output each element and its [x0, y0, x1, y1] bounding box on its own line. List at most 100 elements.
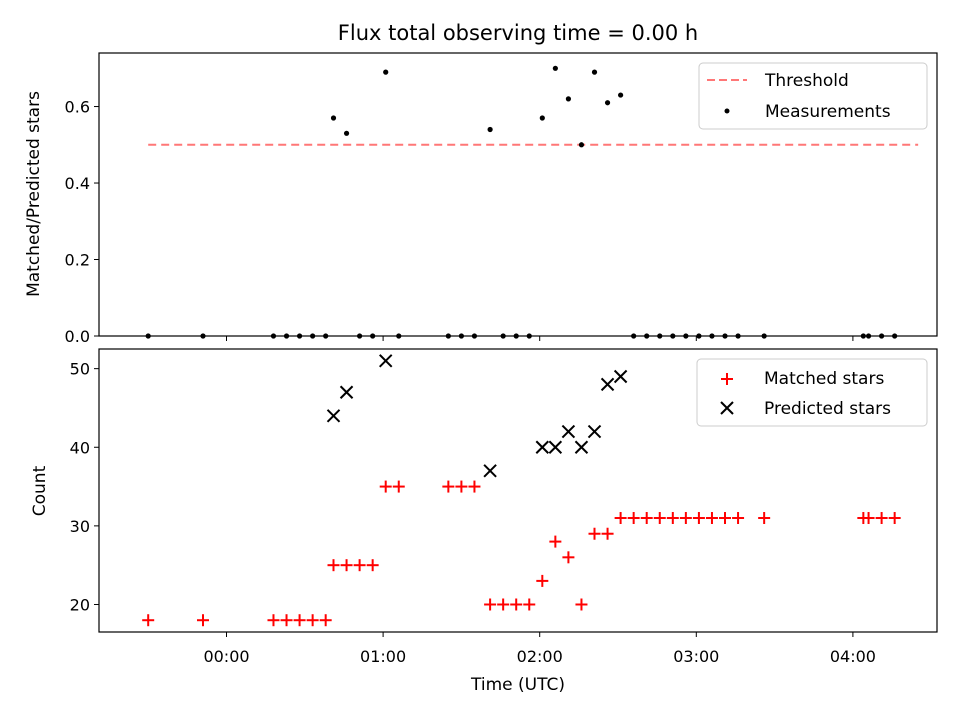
measurement-point	[722, 333, 728, 339]
star-count-points	[142, 354, 901, 627]
matched-star-point	[197, 614, 210, 627]
predicted-star-point	[379, 354, 393, 368]
x-tick-label: 03:00	[673, 647, 719, 666]
matched-star-point	[267, 614, 280, 627]
chart-title: Flux total observing time = 0.00 h	[338, 21, 698, 45]
top-y-axis-label: Matched/Predicted stars	[24, 91, 44, 297]
measurement-point	[458, 333, 464, 339]
matched-star-point	[455, 480, 468, 493]
matched-star-point	[280, 614, 293, 627]
y-tick-label: 0.2	[65, 251, 90, 270]
predicted-star-point	[561, 424, 576, 439]
y-tick-label: 0.6	[65, 98, 90, 117]
y-tick-label: 20	[70, 595, 90, 614]
measurement-point	[370, 333, 376, 339]
legend-measurements-label: Measurements	[765, 102, 891, 122]
top-panel: 0.0 0.2 0.4 0.6 Matched/Predicted stars Thr…	[24, 52, 938, 346]
y-tick-label: 0.0	[65, 327, 90, 346]
bottom-panel: 20 30 40 50 00:00 01:00 02:00 03:00 04:00 Count…	[30, 348, 938, 695]
matched-star-point	[575, 598, 588, 611]
matched-star-point	[562, 551, 575, 564]
matched-star-point	[142, 614, 155, 627]
matched-star-point	[366, 559, 379, 572]
measurement-point	[500, 333, 506, 339]
measurement-point	[735, 333, 741, 339]
matched-star-point	[523, 598, 536, 611]
measurement-point	[565, 96, 572, 102]
legend-matched-swatch	[721, 373, 733, 385]
matched-star-point	[640, 512, 653, 525]
predicted-star-point	[548, 440, 563, 454]
predicted-star-point	[339, 385, 354, 399]
legend-matched-label: Matched stars	[764, 369, 884, 389]
measurement-point	[343, 130, 350, 136]
measurement-point	[860, 333, 866, 339]
matched-star-point	[468, 480, 481, 493]
measurement-point	[683, 333, 689, 339]
matched-star-point	[692, 512, 705, 525]
y-tick-label: 50	[70, 360, 90, 379]
matched-star-point	[319, 614, 332, 627]
top-legend-box	[698, 62, 928, 130]
matched-star-point	[758, 512, 771, 525]
measurement-point	[200, 333, 206, 339]
measurement-point	[670, 333, 676, 339]
measurement-point	[604, 100, 611, 106]
predicted-star-point	[483, 464, 497, 478]
predicted-star-point	[600, 377, 615, 392]
measurement-point	[539, 115, 545, 121]
matched-star-point	[679, 512, 692, 525]
measurement-point	[552, 65, 558, 71]
measurement-point	[471, 333, 478, 339]
matched-star-point	[497, 598, 510, 611]
matched-star-point	[888, 512, 901, 525]
predicted-star-point	[326, 409, 341, 423]
measurement-point	[578, 142, 585, 148]
matched-star-point	[549, 535, 562, 548]
measurement-point	[631, 333, 637, 339]
measurement-point	[892, 333, 898, 339]
measurement-point	[445, 333, 451, 339]
measurement-point	[526, 333, 532, 339]
measurement-point	[487, 126, 493, 133]
measurement-point	[310, 333, 316, 339]
top-x-ticks	[226, 336, 854, 341]
measurement-point	[657, 333, 663, 339]
measurement-point	[591, 69, 598, 75]
predicted-star-point	[535, 440, 550, 454]
matched-star-point	[293, 614, 306, 627]
bottom-y-ticks: 20 30 40 50	[70, 360, 99, 614]
measurement-point	[761, 333, 767, 339]
matched-star-point	[353, 559, 366, 572]
bottom-legend: Matched stars Predicted stars	[696, 358, 928, 427]
x-tick-label: 02:00	[517, 647, 563, 666]
predicted-star-point	[613, 369, 628, 384]
measurement-point	[709, 333, 715, 339]
matched-star-point	[510, 598, 523, 611]
matched-star-point	[306, 614, 319, 627]
measurement-point	[618, 92, 624, 98]
measurement-point	[383, 69, 389, 75]
y-tick-label: 0.4	[65, 174, 90, 193]
matched-star-point	[666, 512, 679, 525]
matched-star-point	[875, 512, 888, 525]
measurement-points	[145, 65, 898, 339]
top-y-ticks: 0.0 0.2 0.4 0.6	[65, 98, 99, 346]
matched-star-point	[719, 512, 732, 525]
measurement-point	[296, 333, 303, 339]
matched-star-point	[732, 512, 745, 525]
measurement-point	[696, 333, 702, 339]
measurement-point	[145, 333, 151, 339]
top-legend: Threshold Measurements	[698, 62, 928, 130]
measurement-point	[396, 333, 402, 339]
bottom-legend-box	[696, 358, 928, 427]
y-tick-label: 30	[70, 517, 90, 536]
matched-star-point	[862, 512, 875, 525]
x-tick-label: 00:00	[203, 647, 249, 666]
matched-star-point	[536, 574, 549, 587]
matched-star-point	[588, 527, 601, 540]
matched-star-point	[340, 559, 353, 572]
measurement-point	[357, 333, 363, 339]
matched-star-point	[327, 559, 340, 572]
